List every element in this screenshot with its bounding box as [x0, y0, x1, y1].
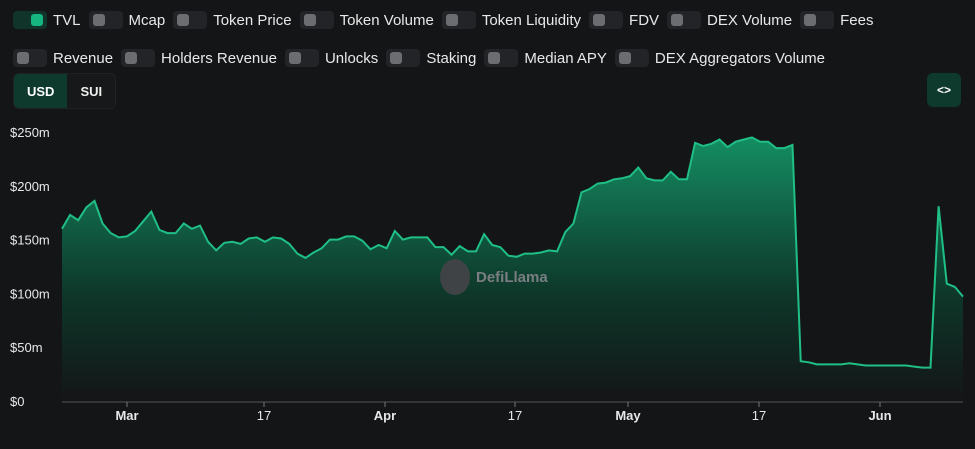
legend-label: Staking: [426, 49, 477, 67]
legend-toggle-token-volume[interactable]: Token Volume: [299, 10, 434, 30]
toggle-switch-icon[interactable]: [589, 11, 624, 29]
legend-label: Revenue: [53, 49, 114, 67]
x-tick-label: May: [615, 408, 641, 423]
toggle-switch-icon[interactable]: [667, 11, 702, 29]
legend-label: Mcap: [128, 11, 166, 29]
legend-label: Token Price: [213, 11, 292, 29]
toggle-switch-icon[interactable]: [121, 49, 156, 67]
legend-label: Token Volume: [339, 11, 434, 29]
legend-toggle-dex-volume[interactable]: DEX Volume: [667, 10, 792, 30]
legend-label: Token Liquidity: [481, 11, 582, 29]
legend-label: DEX Volume: [707, 11, 793, 29]
legend-toggle-fees[interactable]: Fees: [800, 10, 873, 30]
legend-label: Fees: [840, 11, 874, 29]
x-tick-label: 17: [752, 408, 766, 423]
legend-toggle-mcap[interactable]: Mcap: [88, 10, 166, 30]
currency-sui-button[interactable]: SUI: [67, 74, 116, 108]
x-tick-label: 17: [508, 408, 522, 423]
y-tick-label: $250m: [10, 125, 50, 140]
toggle-switch-icon[interactable]: [173, 11, 208, 29]
chart-legend: TVL Mcap Token Price Token Volume Token Liqu…: [13, 10, 963, 68]
toggle-switch-icon[interactable]: [13, 49, 47, 67]
y-tick-label: $50m: [10, 340, 43, 355]
tvl-series-line: [61, 136, 964, 369]
legend-label: Median APY: [524, 49, 607, 67]
toggle-switch-icon[interactable]: [13, 11, 47, 29]
legend-toggle-staking[interactable]: Staking: [386, 48, 476, 68]
legend-toggle-token-liquidity[interactable]: Token Liquidity: [441, 10, 582, 30]
x-tick-label: 17: [257, 408, 271, 423]
y-tick-label: $100m: [10, 286, 50, 301]
legend-toggle-revenue[interactable]: Revenue: [13, 48, 113, 68]
toggle-switch-icon[interactable]: [299, 11, 334, 29]
legend-label: FDV: [629, 11, 660, 29]
legend-toggle-holders-revenue[interactable]: Holders Revenue: [121, 48, 277, 68]
x-tick-label: Mar: [115, 408, 138, 423]
embed-code-button[interactable]: <>: [927, 73, 961, 107]
y-tick-label: $0: [10, 394, 24, 409]
legend-toggle-token-price[interactable]: Token Price: [173, 10, 292, 30]
legend-label: DEX Aggregators Volume: [654, 49, 826, 67]
y-tick-label: $150m: [10, 233, 50, 248]
currency-toggle: USD SUI: [13, 73, 117, 109]
x-tick-label: Jun: [868, 408, 891, 423]
legend-toggle-dex-aggregators-volume[interactable]: DEX Aggregators Volume: [614, 48, 826, 68]
toggle-switch-icon[interactable]: [88, 11, 123, 29]
legend-label: Holders Revenue: [161, 49, 277, 67]
tvl-area: [62, 137, 963, 401]
legend-toggle-unlocks[interactable]: Unlocks: [284, 48, 379, 68]
toggle-switch-icon[interactable]: [484, 49, 519, 67]
y-tick-label: $200m: [10, 179, 50, 194]
toggle-switch-icon[interactable]: [284, 49, 319, 67]
toggle-switch-icon[interactable]: [614, 49, 649, 67]
legend-toggle-fdv[interactable]: FDV: [589, 10, 659, 30]
x-tick-label: Apr: [374, 408, 396, 423]
legend-toggle-tvl[interactable]: TVL: [13, 10, 81, 30]
legend-label: TVL: [53, 11, 81, 29]
toggle-switch-icon[interactable]: [386, 49, 421, 67]
toggle-switch-icon[interactable]: [441, 11, 476, 29]
currency-usd-button[interactable]: USD: [14, 74, 68, 108]
legend-label: Unlocks: [324, 49, 379, 67]
toggle-switch-icon[interactable]: [800, 11, 835, 29]
legend-toggle-median-apy[interactable]: Median APY: [484, 48, 607, 68]
